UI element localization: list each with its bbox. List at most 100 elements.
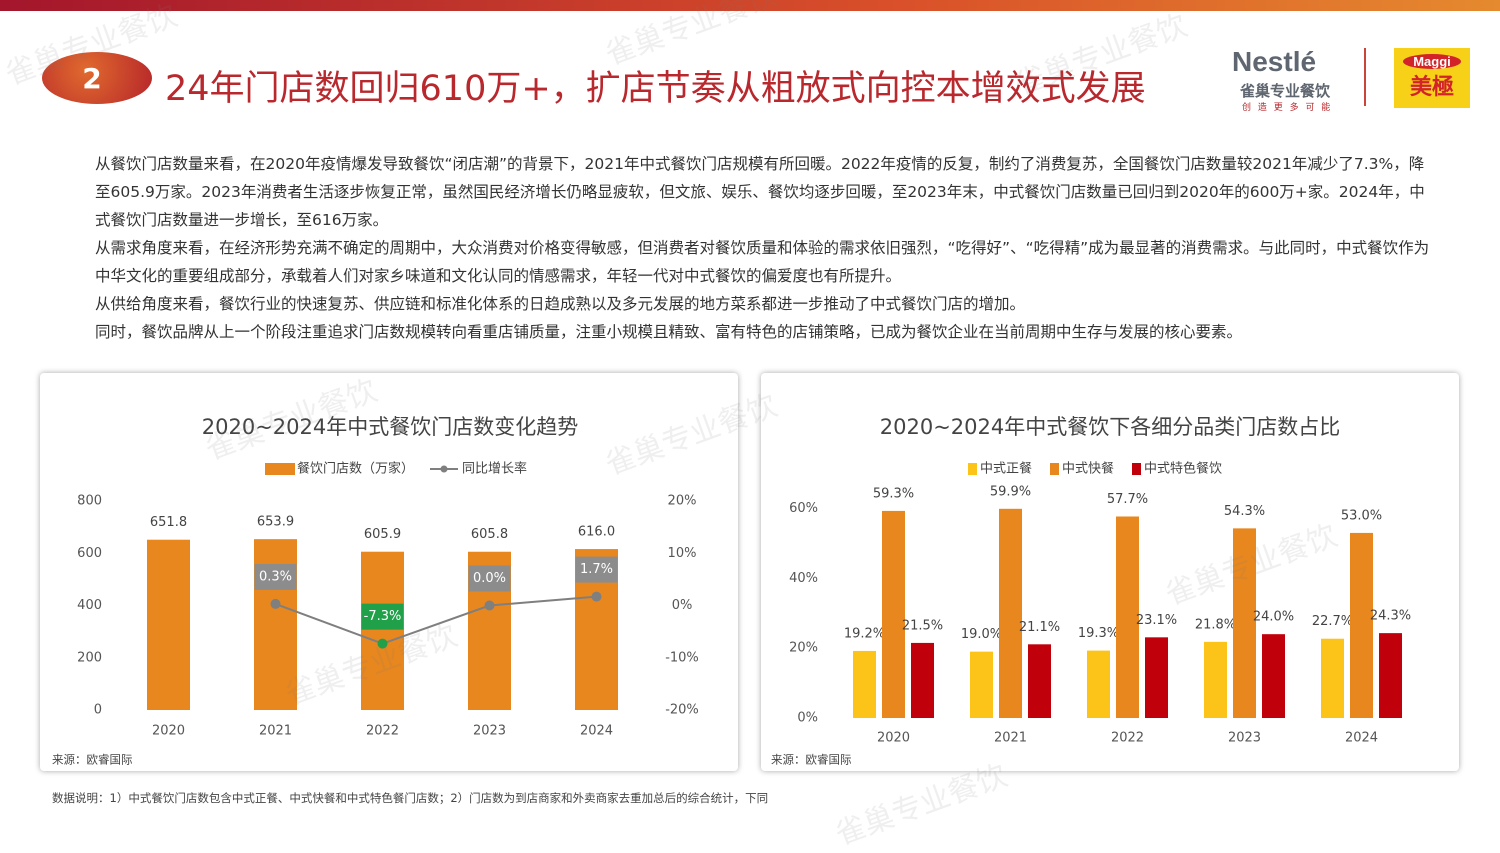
data-label-box: [468, 565, 511, 592]
data-label: 19.3%: [1078, 626, 1119, 641]
y-tick-label: 40%: [789, 571, 818, 586]
x-tick-label: 2023: [473, 724, 506, 739]
x-tick-label: 2024: [1345, 731, 1378, 746]
y-tick-label: 60%: [789, 501, 818, 516]
data-label: 19.2%: [844, 626, 885, 641]
data-label: 653.9: [257, 515, 294, 530]
data-label: 605.8: [471, 527, 508, 542]
bar: [1262, 634, 1285, 718]
data-label: 59.9%: [990, 484, 1031, 499]
legend-swatch: [265, 463, 295, 475]
data-label: 53.0%: [1341, 508, 1382, 523]
section-badge: 2: [42, 52, 152, 104]
data-label: 22.7%: [1312, 614, 1353, 629]
data-label: 605.9: [364, 527, 401, 542]
divider: [1364, 48, 1366, 106]
legend-marker: [440, 465, 448, 473]
data-label: 21.8%: [1195, 617, 1236, 632]
data-label-box: [254, 563, 297, 590]
y-tick-label: 20%: [789, 641, 818, 656]
line-marker: [377, 638, 388, 649]
legend-label: 中式快餐: [1062, 461, 1114, 477]
bar: [970, 651, 993, 718]
source: 来源：欧睿国际: [771, 753, 852, 767]
brand-logo: Nestlé: [1232, 46, 1317, 77]
bar: [1028, 644, 1051, 718]
legend-swatch: [1132, 463, 1141, 475]
data-label: 24.0%: [1253, 610, 1294, 625]
y-tick-label: 200: [77, 650, 102, 665]
bar: [361, 551, 404, 710]
line: [275, 595, 597, 645]
data-label: 59.3%: [873, 486, 914, 501]
bar: [1204, 641, 1227, 718]
y2-tick-label: -10%: [665, 650, 699, 665]
bar: [1145, 637, 1168, 718]
brand-name: 雀巢专业餐饮: [1240, 82, 1331, 100]
data-label-box: [575, 556, 618, 583]
data-label: 19.0%: [961, 627, 1002, 642]
bar: [999, 508, 1022, 718]
data-label: 651.8: [150, 515, 187, 530]
paragraph: 同时，餐饮品牌从上一个阶段注重追求门店数规模转向看重店铺质量，注重小规模且精致、…: [95, 323, 1243, 341]
y-tick-label: 600: [77, 546, 102, 561]
bar: [882, 510, 905, 718]
legend-label: 中式正餐: [980, 461, 1032, 477]
brand2-name: Maggi: [1403, 54, 1461, 69]
line-marker: [591, 591, 602, 602]
brand-slogan: 创 造 更 多 可 能: [1242, 103, 1333, 113]
data-label: 0.3%: [259, 569, 292, 584]
y2-tick-label: -20%: [665, 703, 699, 718]
body-text: 从餐饮门店数量来看，在2020年疫情爆发导致餐饮“闭店潮”的背景下，2021年中…: [95, 150, 1430, 346]
y-tick-label: 800: [77, 494, 102, 509]
bar: [1321, 638, 1344, 718]
line-marker: [270, 598, 281, 609]
x-tick-label: 2022: [1111, 731, 1144, 746]
y-tick-label: 400: [77, 598, 102, 613]
paragraph: 从需求角度来看，在经济形势充满不确定的周期中，大众消费对价格变得敏感，但消费者对…: [95, 239, 1430, 285]
data-label: -7.3%: [364, 609, 402, 624]
brand2-cn: 美極: [1409, 75, 1454, 100]
legend-label: 同比增长率: [462, 461, 527, 477]
data-label: 21.1%: [1019, 620, 1060, 635]
page-title: 24年门店数回归610万+，扩店节奏从粗放式向控本增效式发展: [165, 69, 1146, 109]
footnote: 数据说明：1）中式餐饮门店数包含中式正餐、中式快餐和中式特色餐门店数；2）门店数…: [52, 791, 769, 805]
data-label: 23.1%: [1136, 613, 1177, 628]
y-tick-label: 0: [94, 703, 102, 718]
y2-tick-label: 20%: [668, 494, 697, 509]
data-label: 0.0%: [473, 571, 506, 586]
source: 来源：欧睿国际: [52, 753, 133, 767]
data-label: 1.7%: [580, 562, 613, 577]
bar: [1350, 532, 1373, 718]
chart-title: 2020~2024年中式餐饮门店数变化趋势: [202, 415, 578, 439]
bar: [1233, 528, 1256, 718]
legend-label: 中式特色餐饮: [1144, 461, 1222, 477]
data-label: 21.5%: [902, 618, 943, 633]
x-tick-label: 2020: [152, 724, 185, 739]
y-tick-label: 0%: [797, 711, 818, 726]
legend-swatch: [968, 463, 977, 475]
data-label: 24.3%: [1370, 609, 1411, 624]
data-label: 54.3%: [1224, 504, 1265, 519]
x-tick-label: 2021: [994, 731, 1027, 746]
y2-tick-label: 10%: [668, 546, 697, 561]
legend-swatch: [1050, 463, 1059, 475]
bar: [1116, 516, 1139, 718]
line-marker: [484, 600, 495, 611]
x-tick-label: 2024: [580, 724, 613, 739]
x-tick-label: 2022: [366, 724, 399, 739]
bar: [1379, 633, 1402, 718]
data-label: 616.0: [578, 525, 615, 540]
paragraph: 从供给角度来看，餐饮行业的快速复苏、供应链和标准化体系的日趋成熟以及多元发展的地…: [95, 295, 1026, 313]
x-tick-label: 2020: [877, 731, 910, 746]
legend-label: 餐饮门店数（万家）: [297, 461, 414, 477]
paragraph: 从餐饮门店数量来看，在2020年疫情爆发导致餐饮“闭店潮”的背景下，2021年中…: [95, 155, 1425, 229]
brand2-logo: Maggi 美極: [1394, 48, 1470, 108]
data-label: 57.7%: [1107, 492, 1148, 507]
bar: [147, 539, 190, 710]
bar: [853, 650, 876, 718]
x-tick-label: 2021: [259, 724, 292, 739]
data-label-box: [361, 603, 404, 630]
